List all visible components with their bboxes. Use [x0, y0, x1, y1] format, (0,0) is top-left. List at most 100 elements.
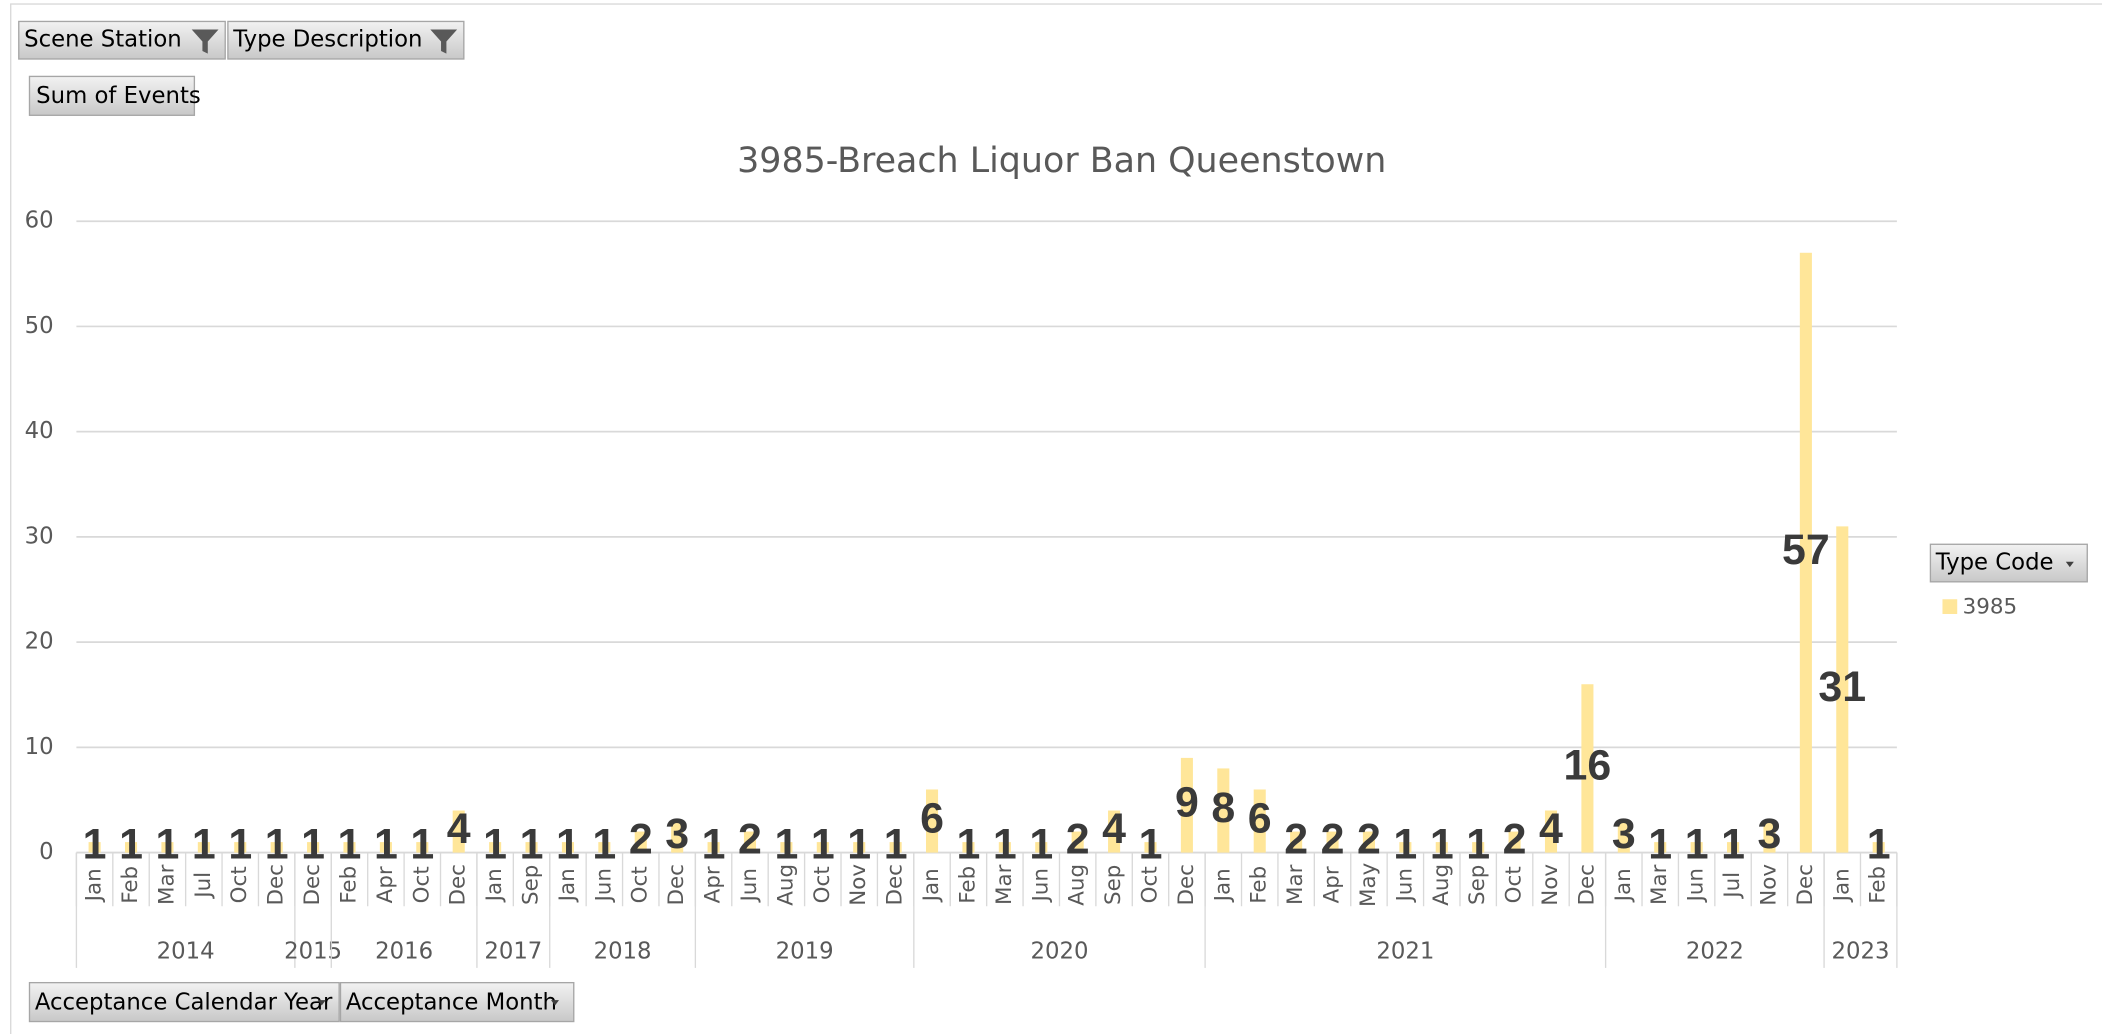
year-label: 2021	[1376, 938, 1434, 964]
x-tick-label: Oct	[409, 866, 434, 903]
x-tick-label: Dec	[1174, 864, 1199, 905]
data-label: 1	[1029, 821, 1053, 869]
data-label: 1	[1648, 821, 1672, 869]
data-label: 6	[920, 794, 944, 842]
year-label: 2023	[1832, 938, 1890, 964]
x-tick-label: Dec	[446, 864, 471, 905]
value-field-label: Sum of Events	[36, 83, 201, 109]
data-label: 1	[1685, 821, 1709, 869]
data-label: 2	[1284, 815, 1308, 863]
x-tick-label: Oct	[1502, 866, 1527, 903]
row-field-button[interactable]	[339, 981, 575, 1023]
y-tick-label: 60	[25, 208, 54, 234]
bar	[1836, 526, 1849, 853]
chart-title: 3985-Breach Liquor Ban Queenstown	[737, 141, 1386, 181]
x-tick-label: Nov	[1756, 864, 1781, 906]
x-tick-label: Nov	[846, 864, 871, 906]
value-field-button[interactable]	[28, 75, 196, 116]
x-tick-label: Feb	[1247, 866, 1272, 904]
year-label: 2020	[1031, 938, 1089, 964]
data-label: 1	[228, 821, 252, 869]
row-field-button[interactable]	[28, 981, 340, 1023]
data-label: 2	[629, 815, 653, 863]
x-tick-label: Sep	[1101, 865, 1126, 905]
data-label: 1	[1393, 821, 1417, 869]
x-tick-label: Mar	[992, 864, 1017, 905]
bar	[1799, 252, 1812, 853]
filter-button[interactable]	[18, 20, 226, 60]
data-label: 1	[119, 821, 143, 869]
data-label: 4	[1102, 805, 1126, 853]
bar	[1472, 842, 1485, 853]
bar	[379, 842, 392, 853]
bar	[1035, 842, 1048, 853]
x-tick-label: Aug	[1429, 864, 1454, 906]
x-tick-label: Feb	[118, 866, 143, 904]
bar	[743, 831, 757, 853]
y-tick-label: 20	[25, 629, 54, 655]
bar	[816, 842, 829, 853]
year-label: 2018	[594, 938, 652, 964]
legend-label: 3985	[1963, 594, 2018, 619]
x-tick-label: Oct	[1137, 866, 1162, 903]
data-label: 1	[374, 821, 398, 869]
data-label: 1	[702, 821, 726, 869]
legend-field-label: Type Code	[1935, 550, 2054, 576]
x-tick-label: Jan	[555, 868, 580, 903]
data-label: 1	[83, 821, 107, 869]
year-label: 2015	[284, 938, 342, 964]
data-label: 1	[592, 821, 616, 869]
bar	[1326, 831, 1339, 853]
x-tick-label: Aug	[1065, 864, 1090, 906]
y-tick-label: 40	[25, 418, 54, 444]
data-label: 2	[1321, 815, 1345, 863]
data-label: 1	[1139, 821, 1163, 869]
year-label: 2019	[776, 938, 834, 964]
data-label: 1	[483, 821, 507, 869]
data-label: 1	[338, 821, 362, 869]
bar	[1180, 757, 1193, 853]
data-label: 4	[1539, 805, 1563, 853]
x-tick-label: Oct	[227, 866, 252, 903]
x-tick-label: Jul	[191, 872, 216, 900]
data-label: 1	[993, 821, 1017, 869]
data-label: 1	[156, 821, 180, 869]
bar	[88, 842, 101, 853]
y-tick-label: 0	[39, 839, 53, 865]
dropdown-arrow	[2065, 561, 2074, 568]
bar	[1071, 831, 1084, 853]
row-field-label: Acceptance Calendar Year	[35, 989, 333, 1015]
year-label: 2017	[484, 938, 542, 964]
bar	[452, 810, 465, 853]
data-label: 2	[1357, 815, 1381, 863]
x-tick-label: Jan	[1210, 868, 1235, 903]
data-label: 2	[1066, 815, 1090, 863]
data-label: 1	[1430, 821, 1454, 869]
filter-button[interactable]	[227, 20, 465, 60]
year-label: 2014	[157, 938, 215, 964]
legend-field-button[interactable]	[1929, 543, 2088, 583]
bar	[1544, 810, 1558, 853]
bar	[1617, 821, 1630, 853]
filter-icon	[430, 29, 458, 54]
data-label: 3	[1758, 810, 1782, 858]
x-tick-label: Nov	[1538, 864, 1563, 906]
data-label: 57	[1782, 526, 1830, 574]
x-tick-label: Apr	[1320, 866, 1345, 903]
bar	[124, 842, 138, 853]
x-tick-label: Dec	[883, 864, 908, 905]
bar	[307, 842, 320, 853]
x-tick-label: Jun	[591, 868, 616, 904]
data-label: 1	[556, 821, 580, 869]
dropdown-arrow	[317, 1000, 326, 1006]
data-label: 1	[410, 821, 434, 869]
bar	[1253, 789, 1266, 853]
data-label: 16	[1564, 742, 1612, 790]
data-label: 31	[1818, 663, 1866, 711]
x-tick-label: Sep	[519, 865, 544, 905]
x-tick-label: Dec	[1793, 864, 1818, 905]
x-tick-label: Dec	[300, 864, 325, 905]
data-label: 1	[1721, 821, 1745, 869]
x-tick-label: Dec	[664, 864, 689, 905]
